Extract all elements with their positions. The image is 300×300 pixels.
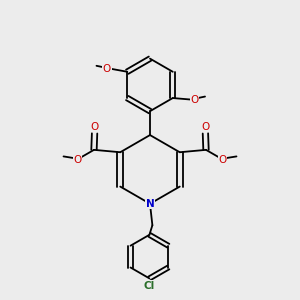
Text: O: O (190, 94, 199, 104)
Text: O: O (73, 155, 81, 165)
Text: Cl: Cl (143, 281, 154, 291)
Text: N: N (146, 199, 154, 209)
Text: O: O (201, 122, 209, 132)
Text: O: O (91, 122, 99, 132)
Text: O: O (219, 155, 227, 165)
Text: O: O (103, 64, 111, 74)
